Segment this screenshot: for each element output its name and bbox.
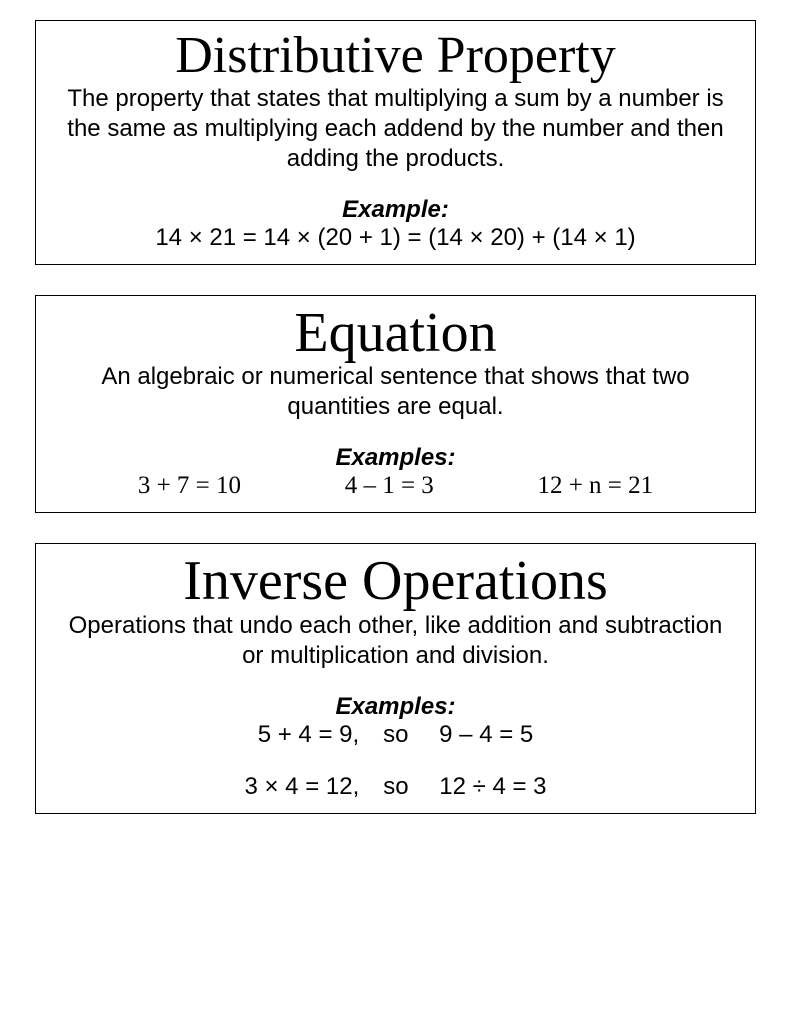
example-label: Example: [56,196,735,224]
example-line: 3 × 4 = 12, so 12 ÷ 4 = 3 [56,773,735,801]
spacer [56,671,735,693]
definition-card: Equation An algebraic or numerical sente… [35,295,756,514]
spacer [56,174,735,196]
card-description: Operations that undo each other, like ad… [56,611,735,671]
card-description: The property that states that multiplyin… [56,84,735,174]
example-line: 14 × 21 = 14 × (20 + 1) = (14 × 20) + (1… [56,224,735,252]
example-row: 3 + 7 = 10 4 – 1 = 3 12 + n = 21 [56,472,735,500]
card-title: Inverse Operations [56,552,735,611]
example-label: Examples: [56,444,735,472]
example-item: 3 + 7 = 10 [138,472,241,500]
card-title: Distributive Property [56,29,735,84]
definition-card: Distributive Property The property that … [35,20,756,265]
example-line: 5 + 4 = 9, so 9 – 4 = 5 [56,721,735,749]
card-description: An algebraic or numerical sentence that … [56,362,735,422]
card-title: Equation [56,304,735,363]
example-line-blank [56,749,735,773]
spacer [56,422,735,444]
example-item: 4 – 1 = 3 [345,472,434,500]
definition-card: Inverse Operations Operations that undo … [35,543,756,814]
example-item: 12 + n = 21 [537,472,653,500]
example-label: Examples: [56,693,735,721]
